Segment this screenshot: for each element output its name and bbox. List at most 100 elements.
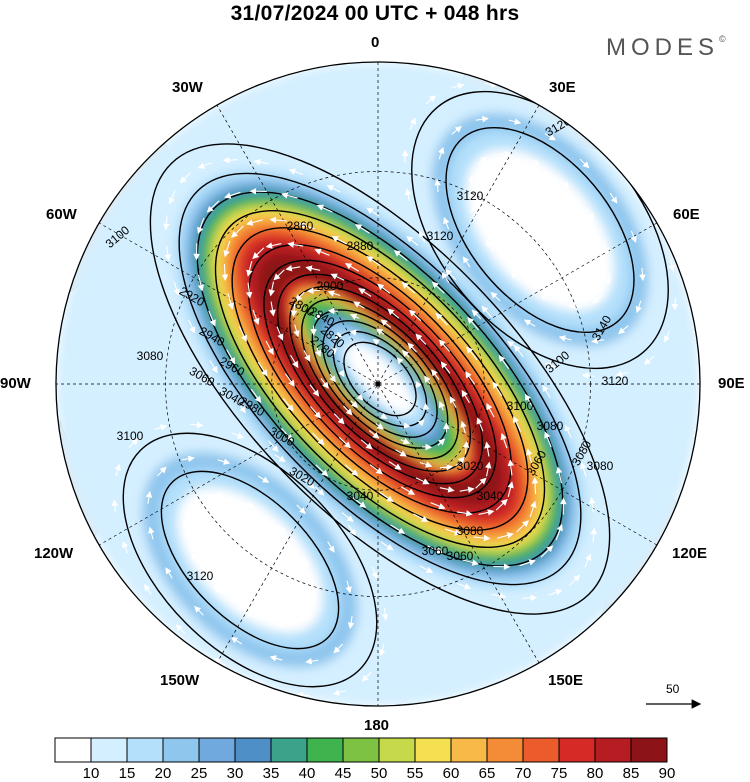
wind-arrow [419, 565, 434, 573]
wind-arrow [418, 230, 426, 243]
wind-arrow [349, 313, 360, 320]
wind-arrow [227, 293, 234, 310]
wind-arrow [438, 146, 445, 160]
meridian-line [216, 104, 540, 664]
wind-arrow [197, 162, 212, 169]
lon-label-150w: 150W [160, 672, 200, 689]
wind-arrow [343, 405, 353, 416]
wind-arrow [495, 498, 508, 511]
wind-arrow [217, 458, 231, 465]
wind-arrow [276, 524, 287, 534]
wind-arrow [540, 545, 554, 558]
contour-label: 3120 [602, 374, 629, 388]
wind-arrow [353, 301, 365, 309]
brand-logo: MODES© [606, 34, 726, 62]
wind-arrow [395, 449, 407, 457]
wind-arrow [164, 246, 172, 262]
height-contours [122, 90, 669, 688]
high-contour [160, 470, 340, 650]
wind-arrow [252, 247, 265, 260]
wind-arrow [246, 261, 253, 277]
wind-arrow [580, 462, 587, 477]
wind-arrow [513, 416, 522, 432]
lon-label-90w: 90W [0, 375, 31, 392]
meridian-line [98, 222, 658, 546]
wind-arrow [165, 567, 173, 579]
wind-arrow [358, 288, 372, 297]
colorbar-tick-label: 50 [370, 765, 388, 782]
colorbar-tick-label: 25 [190, 765, 208, 782]
wind-arrow [449, 396, 457, 408]
wind-arrow [404, 188, 412, 202]
wind-arrow [643, 355, 655, 365]
copyright-mark: © [719, 34, 726, 44]
wind-arrow [579, 158, 590, 169]
wind-arrow [310, 406, 322, 419]
wind-arrow [338, 369, 345, 378]
wind-arrow [555, 466, 563, 484]
wind-arrow [475, 115, 489, 123]
wind-arrow [507, 459, 515, 476]
colorbar-tick-label: 60 [442, 765, 460, 782]
wind-arrow [461, 389, 470, 404]
wind-arrow [231, 225, 244, 238]
wind-arrow [544, 431, 552, 448]
wind-arrow [285, 265, 301, 272]
wind-arrow [296, 504, 306, 515]
wind-arrow [481, 305, 492, 318]
wind-arrow [415, 380, 422, 389]
colorbar-swatch [594, 737, 632, 763]
colorbar-tick-label: 10 [82, 765, 100, 782]
wind-arrow [523, 319, 536, 327]
wind-arrow [316, 204, 333, 213]
wind-arrow [314, 312, 323, 320]
wind-arrow [460, 420, 467, 434]
wind-arrow [484, 461, 492, 477]
lon-label-120e: 120E [672, 545, 708, 562]
colorbar-tick-label: 20 [154, 765, 172, 782]
wind-arrow [462, 256, 471, 268]
map-boundary [55, 61, 701, 707]
contour-label: 2880 [347, 239, 374, 253]
colorbar-tick-label: 80 [586, 765, 604, 782]
wind-arrow [345, 580, 352, 594]
contour-label: 3120 [427, 229, 454, 243]
wind-arrow [422, 402, 430, 411]
wind-arrow [409, 117, 416, 130]
wind-arrow [296, 691, 310, 699]
wind-arrow [380, 541, 394, 551]
wind-arrow [477, 156, 488, 166]
wind-arrow [467, 316, 479, 331]
wind-arrow [635, 300, 642, 314]
contour-label: 2900 [317, 279, 344, 293]
wind-arrow [197, 274, 205, 292]
wind-arrow [327, 290, 341, 297]
wind-arrow [265, 340, 274, 356]
wind-arrow [531, 476, 539, 494]
wind-arrow [529, 500, 537, 518]
wind-arrow [445, 269, 457, 280]
wind-arrow [156, 466, 167, 477]
wind-arrow [315, 464, 329, 477]
height-contour [149, 143, 611, 615]
wind-arrow [500, 432, 508, 449]
wind-arrow [431, 369, 440, 380]
wind-arrow [413, 513, 429, 522]
wind-speed-shading [56, 62, 700, 706]
wind-arrow [320, 378, 329, 389]
wind-arrow [332, 689, 346, 696]
wind-arrow [519, 559, 536, 567]
wind-arrow [197, 217, 205, 234]
wind-arrow [312, 432, 325, 446]
wind-arrow [111, 499, 119, 513]
wind-arrow [144, 583, 152, 596]
colorbar-swatch [558, 737, 596, 763]
colorbar-swatch [630, 737, 668, 763]
wind-arrow [564, 424, 572, 439]
wind-arrow [510, 271, 521, 282]
wind-arrow [490, 291, 501, 302]
lon-label-30w: 30W [172, 79, 203, 96]
height-contour [248, 244, 512, 514]
colorbar-tick-label: 70 [514, 765, 532, 782]
